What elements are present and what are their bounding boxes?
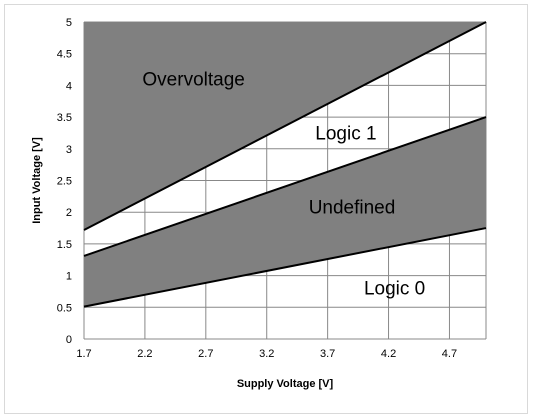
y-tick-label: 4 xyxy=(66,80,72,92)
region-undefined-area xyxy=(84,117,486,307)
y-tick-label: 1 xyxy=(66,271,72,283)
y-tick-labels: 0 0.5 1 1.5 2 2.5 3 3.5 4 4.5 5 xyxy=(57,17,72,346)
y-tick-label: 0 xyxy=(66,334,72,346)
x-tick-label: 4.2 xyxy=(381,348,396,360)
region-label-logic-0: Logic 0 xyxy=(364,279,425,300)
x-axis-label: Supply Voltage [V] xyxy=(237,378,334,390)
x-tick-label: 2.2 xyxy=(137,348,152,360)
y-tick-label: 5 xyxy=(66,17,72,29)
y-tick-label: 3.5 xyxy=(57,112,72,124)
region-label-overvoltage: Overvoltage xyxy=(142,69,244,90)
y-tick-label: 2.5 xyxy=(57,176,72,188)
x-tick-label: 1.7 xyxy=(76,348,91,360)
x-tick-label: 2.7 xyxy=(198,348,213,360)
regions xyxy=(84,22,486,307)
y-tick-label: 4.5 xyxy=(57,49,72,61)
y-tick-label: 0.5 xyxy=(57,302,72,314)
region-label-undefined: Undefined xyxy=(309,197,396,218)
boundary-line xyxy=(83,116,487,257)
y-tick-label: 1.5 xyxy=(57,239,72,251)
y-tick-label: 2 xyxy=(66,207,72,219)
x-tick-label: 3.7 xyxy=(320,348,335,360)
x-tick-label: 4.7 xyxy=(442,348,457,360)
y-tick-label: 3 xyxy=(66,144,72,156)
boundary-lines xyxy=(83,21,487,308)
boundary-line xyxy=(83,21,487,231)
boundary-line xyxy=(83,227,487,308)
region-label-logic-1: Logic 1 xyxy=(315,123,376,144)
x-tick-label: 3.2 xyxy=(259,348,274,360)
x-tick-labels: 1.7 2.2 2.7 3.2 3.7 4.2 4.7 xyxy=(76,348,457,360)
y-axis-label: Input Voltage [V] xyxy=(31,137,43,224)
region-labels: Logic 0 Undefined Logic 1 Overvoltage xyxy=(142,69,425,299)
